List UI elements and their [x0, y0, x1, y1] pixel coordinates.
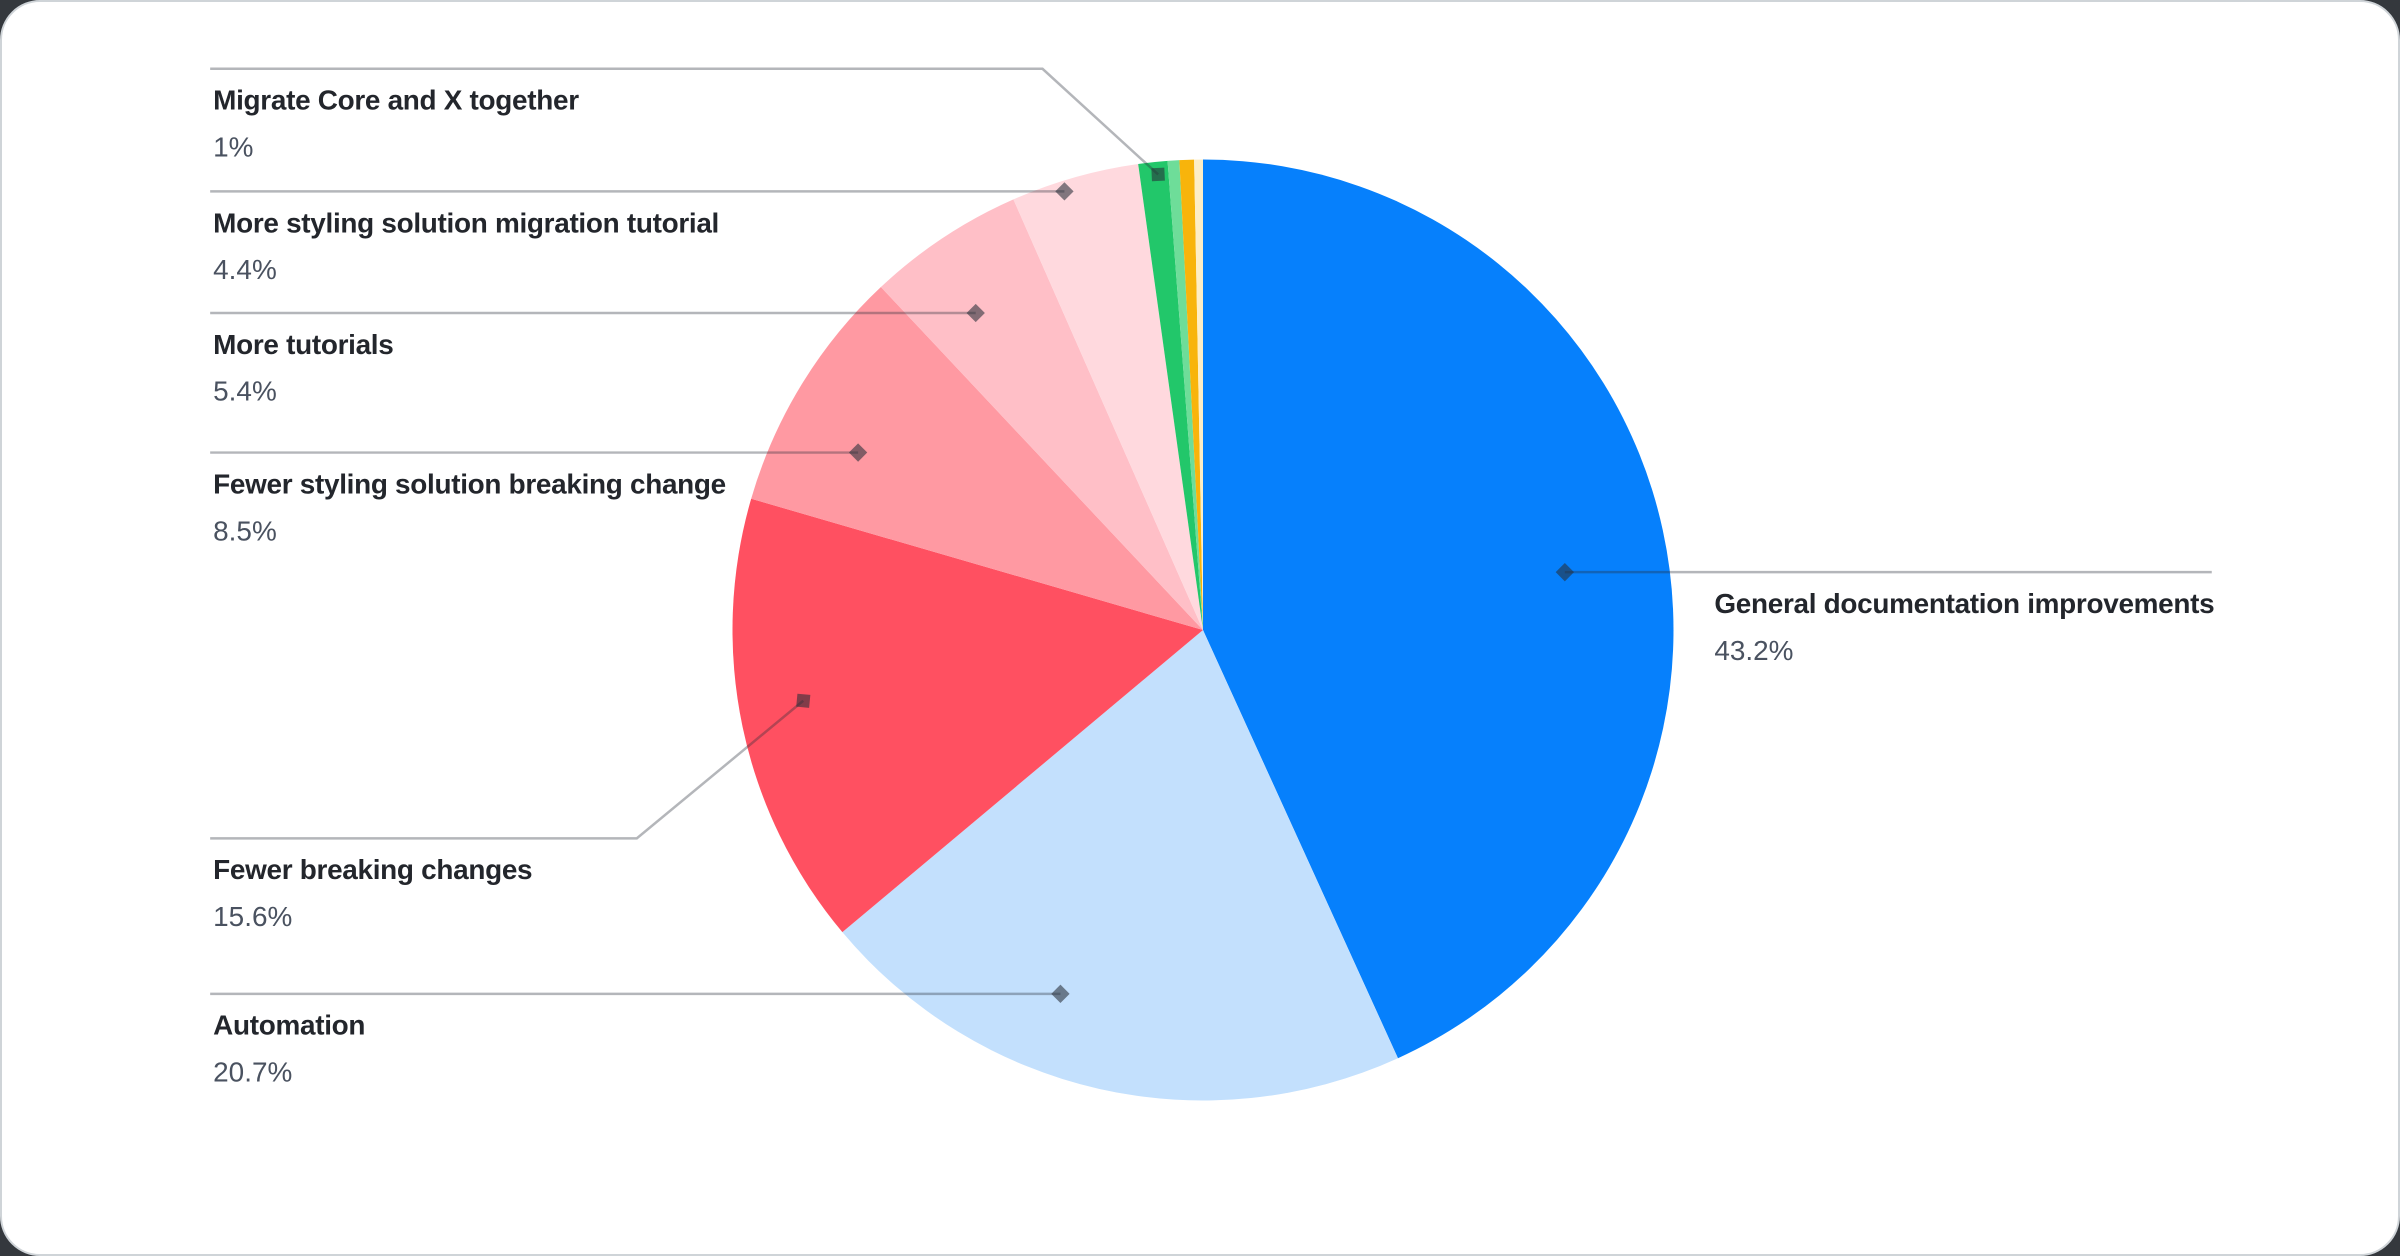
- callout-dot-more-styling-solution-migration-tutorial: [1055, 182, 1074, 201]
- callout-leader-lines: [210, 67, 2212, 996]
- pie-slice-more-tutorials[interactable]: [880, 199, 1203, 630]
- slice-percent-general-documentation-improvements: 43.2%: [1714, 635, 1793, 666]
- pie-slice-more-styling-solution-migration-tutorial[interactable]: [1013, 163, 1203, 630]
- slice-percent-more-styling-solution-migration-tutorial: 4.4%: [213, 254, 277, 285]
- pie-slice-unlabeled-8[interactable]: [1179, 159, 1203, 630]
- slice-percent-fewer-breaking-changes: 15.6%: [213, 901, 292, 932]
- leader-line-migrate-core-and-x-together: [210, 67, 1159, 176]
- slice-label-fewer-styling-solution-breaking-change: Fewer styling solution breaking change: [213, 468, 726, 499]
- callout-dot-automation: [1051, 984, 1070, 1003]
- slice-percent-fewer-styling-solution-breaking-change: 8.5%: [213, 515, 277, 546]
- slice-label-fewer-breaking-changes: Fewer breaking changes: [213, 854, 532, 885]
- slice-percent-more-tutorials: 5.4%: [213, 376, 277, 407]
- leader-line-fewer-breaking-changes: [210, 699, 805, 840]
- slice-percent-automation: 20.7%: [213, 1057, 292, 1088]
- callout-dot-migrate-core-and-x-together: [1151, 167, 1165, 182]
- slice-label-more-styling-solution-migration-tutorial: More styling solution migration tutorial: [213, 207, 719, 238]
- pie-slice-general-documentation-improvements[interactable]: [1202, 159, 1674, 1059]
- callout-dot-fewer-styling-solution-breaking-change: [848, 443, 868, 462]
- callout-dot-fewer-breaking-changes: [796, 693, 811, 708]
- slice-label-migrate-core-and-x-together: Migrate Core and X together: [213, 85, 579, 116]
- pie-slice-automation[interactable]: [842, 629, 1398, 1101]
- slice-label-automation: Automation: [213, 1010, 365, 1041]
- callout-labels: General documentation improvements 43.2% A…: [213, 85, 2215, 1088]
- callout-dot-general-documentation-improvements: [1555, 563, 1574, 582]
- pie-slice-fewer-styling-solution-breaking-change[interactable]: [751, 287, 1203, 630]
- slice-percent-migrate-core-and-x-together: 1%: [213, 132, 253, 163]
- slice-label-more-tutorials: More tutorials: [213, 329, 393, 360]
- callout-dot-more-tutorials: [966, 303, 985, 323]
- pie-slice-fewer-breaking-changes[interactable]: [732, 498, 1203, 933]
- pie-slice-unlabeled-7[interactable]: [1167, 160, 1203, 630]
- pie-slices: [732, 159, 1674, 1101]
- pie-slice-unlabeled-9[interactable]: [1194, 159, 1203, 630]
- pie-slice-migrate-core-and-x-together[interactable]: [1138, 160, 1203, 630]
- callout-dot-markers: [796, 167, 1574, 1003]
- slice-label-general-documentation-improvements: General documentation improvements: [1714, 588, 2214, 619]
